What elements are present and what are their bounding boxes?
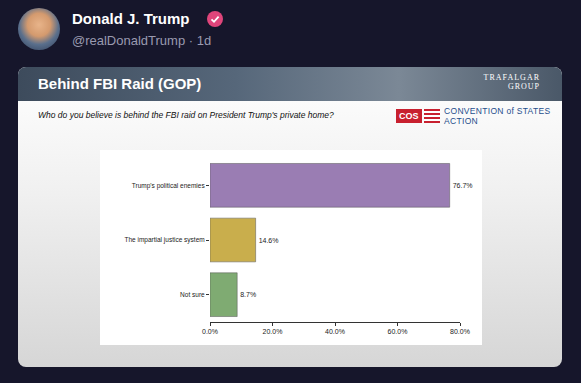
html-text:COS: COS	[399, 111, 419, 121]
svg-text:8.7%: 8.7%	[240, 291, 256, 298]
html-text:CONVENTION of STATES ACTION: CONVENTION of STATES ACTION	[444, 106, 551, 126]
html-text:@realDonaldTrump · 1d: @realDonaldTrump · 1d	[72, 33, 212, 48]
svg-text:14.6%: 14.6%	[259, 237, 279, 244]
svg-text:The impartial justice system: The impartial justice system	[124, 236, 204, 244]
svg-text:Not sure: Not sure	[180, 291, 205, 298]
svg-text:40.0%: 40.0%	[325, 328, 345, 335]
svg-text:Trump's political enemies: Trump's political enemies	[132, 182, 206, 190]
svg-text:20.0%: 20.0%	[263, 328, 283, 335]
svg-text:80.0%: 80.0%	[450, 328, 470, 335]
html-text:TRAFALGAR: TRAFALGAR	[483, 73, 540, 82]
html-text:Behind FBI Raid (GOP): Behind FBI Raid (GOP)	[38, 75, 202, 92]
html-text:Donald J. Trump: Donald J. Trump	[72, 10, 190, 27]
svg-text:0.0%: 0.0%	[202, 328, 218, 335]
svg-text:60.0%: 60.0%	[388, 328, 408, 335]
svg-text:76.7%: 76.7%	[453, 182, 473, 189]
html-text:GROUP: GROUP	[507, 82, 540, 91]
html-text:Who do you believe is behind t: Who do you believe is behind the FBI rai…	[38, 110, 334, 120]
